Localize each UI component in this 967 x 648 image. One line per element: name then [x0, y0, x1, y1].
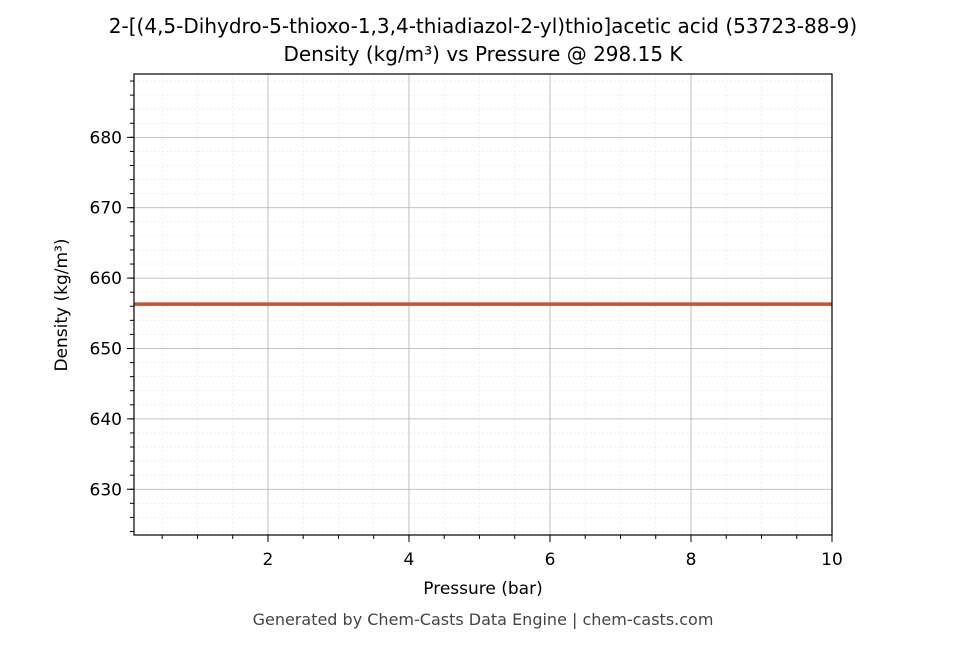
x-tick-label: 2	[263, 550, 274, 570]
x-tick-label: 8	[686, 550, 697, 570]
y-axis-label: Density (kg/m³)	[52, 238, 72, 371]
y-tick-label: 670	[90, 199, 122, 219]
chart-subtitle: Density (kg/m³) vs Pressure @ 298.15 K	[283, 42, 683, 66]
y-tick-label: 680	[90, 128, 122, 148]
x-tick-label: 10	[821, 550, 843, 570]
y-tick-label: 650	[90, 339, 122, 359]
x-tick-label: 6	[545, 550, 556, 570]
x-axis-label: Pressure (bar)	[423, 579, 542, 599]
footer: Generated by Chem-Casts Data Engine | ch…	[253, 610, 714, 629]
x-tick-label: 4	[404, 550, 415, 570]
plot-frame	[133, 73, 833, 536]
y-tick-label: 660	[90, 269, 122, 289]
y-tick-label: 630	[90, 480, 122, 500]
y-tick-label: 640	[90, 410, 122, 430]
chart-title: 2-[(4,5-Dihydro-5-thioxo-1,3,4-thiadiazo…	[109, 14, 857, 38]
